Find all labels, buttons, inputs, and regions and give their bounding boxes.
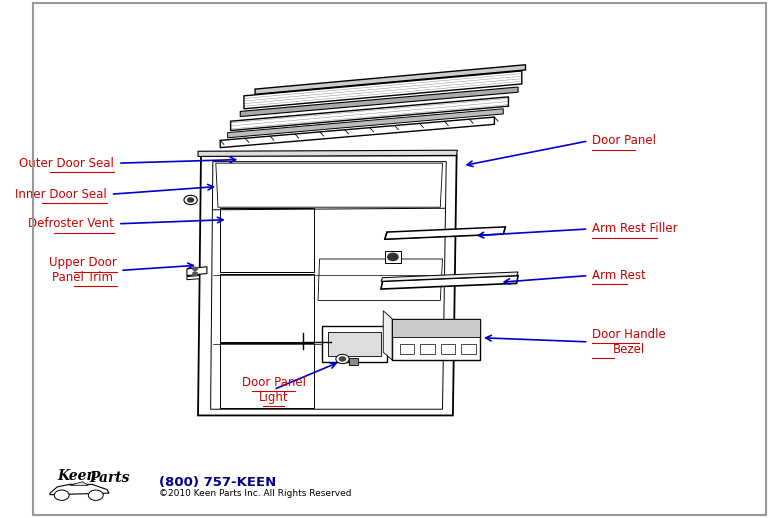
Bar	[440, 344, 455, 354]
Circle shape	[387, 253, 398, 261]
Text: Upper Door
Panel Trim: Upper Door Panel Trim	[49, 256, 116, 284]
Polygon shape	[228, 109, 504, 138]
Bar	[400, 344, 414, 354]
Text: Door Panel: Door Panel	[592, 134, 656, 148]
Polygon shape	[240, 87, 518, 117]
Circle shape	[89, 490, 103, 500]
Text: ©2010 Keen Parts Inc. All Rights Reserved: ©2010 Keen Parts Inc. All Rights Reserve…	[159, 488, 351, 498]
Text: Arm Rest: Arm Rest	[592, 269, 646, 282]
Polygon shape	[255, 65, 525, 94]
Circle shape	[336, 354, 349, 364]
Bar	[385, 251, 401, 263]
Polygon shape	[220, 117, 494, 148]
Text: Parts: Parts	[89, 470, 129, 485]
Bar	[392, 319, 480, 360]
Polygon shape	[385, 227, 505, 239]
Circle shape	[188, 198, 193, 202]
Text: Inner Door Seal: Inner Door Seal	[15, 188, 107, 201]
Bar	[322, 326, 387, 362]
Text: Door Handle
Bezel: Door Handle Bezel	[592, 328, 666, 356]
Text: Defroster Vent: Defroster Vent	[28, 217, 114, 231]
Polygon shape	[198, 155, 457, 415]
Polygon shape	[244, 71, 522, 109]
Polygon shape	[231, 97, 508, 131]
Circle shape	[192, 267, 197, 270]
Text: Keen: Keen	[58, 468, 97, 483]
Polygon shape	[318, 259, 443, 300]
Circle shape	[340, 357, 346, 361]
Polygon shape	[187, 267, 207, 276]
Polygon shape	[198, 150, 457, 156]
Polygon shape	[220, 343, 314, 408]
Text: (800) 757-KEEN: (800) 757-KEEN	[159, 476, 276, 490]
Circle shape	[192, 272, 197, 275]
Circle shape	[54, 490, 69, 500]
Circle shape	[184, 195, 197, 205]
Polygon shape	[187, 276, 199, 280]
Polygon shape	[383, 311, 392, 360]
Bar	[328, 332, 381, 356]
Bar	[349, 358, 358, 365]
Bar	[420, 344, 435, 354]
Polygon shape	[70, 482, 89, 485]
Bar	[461, 344, 476, 354]
Polygon shape	[50, 484, 109, 495]
Text: Door Panel
Light: Door Panel Light	[242, 376, 306, 404]
Polygon shape	[381, 272, 518, 281]
Polygon shape	[220, 208, 314, 272]
Polygon shape	[220, 274, 314, 342]
Bar	[392, 319, 480, 337]
Text: Arm Rest Filler: Arm Rest Filler	[592, 222, 678, 236]
Polygon shape	[381, 276, 518, 289]
Text: Outer Door Seal: Outer Door Seal	[19, 156, 114, 170]
